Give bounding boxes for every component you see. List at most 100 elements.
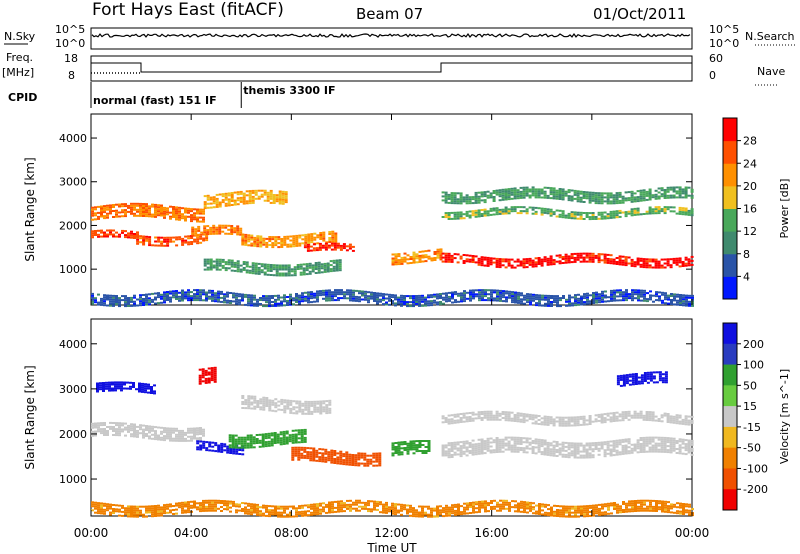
- heatmap-cell: [274, 398, 278, 401]
- heatmap-cell: [537, 257, 541, 259]
- heatmap-cell: [468, 418, 472, 420]
- heatmap-cell: [507, 448, 511, 451]
- heatmap-cell: [643, 380, 647, 382]
- heatmap-cell: [163, 216, 166, 219]
- heatmap-cell: [459, 194, 463, 197]
- heatmap-cell: [591, 195, 595, 198]
- heatmap-cell: [663, 262, 667, 265]
- heatmap-cell: [247, 234, 251, 237]
- heatmap-cell: [281, 198, 285, 201]
- heatmap-cell: [663, 266, 667, 269]
- heatmap-cell: [120, 381, 123, 384]
- heatmap-cell: [253, 238, 257, 241]
- heatmap-cell: [687, 209, 691, 212]
- heatmap-cell: [123, 383, 126, 386]
- heatmap-cell: [278, 202, 282, 205]
- heatmap-cell: [522, 437, 526, 440]
- heatmap-cell: [184, 433, 187, 436]
- heatmap-cell: [284, 191, 288, 194]
- heatmap-cell: [229, 300, 232, 302]
- heatmap-cell: [462, 420, 466, 423]
- heatmap-cell: [278, 198, 282, 201]
- heatmap-cell: [133, 435, 136, 438]
- heatmap-cell: [637, 293, 640, 296]
- heatmap-cell: [504, 260, 508, 263]
- heatmap-cell: [97, 229, 100, 232]
- heatmap-cell: [649, 298, 652, 301]
- heatmap-cell: [477, 450, 481, 453]
- heatmap-cell: [639, 437, 643, 439]
- heatmap-cell: [519, 262, 523, 265]
- heatmap-cell: [606, 257, 610, 260]
- heatmap-cell: [543, 196, 547, 199]
- heatmap-cell: [540, 213, 544, 216]
- heatmap-cell: [427, 440, 431, 442]
- heatmap-cell: [260, 189, 264, 192]
- heatmap-cell: [447, 452, 451, 455]
- heatmap-cell: [112, 233, 115, 236]
- heatmap-cell: [645, 258, 649, 261]
- heatmap-cell: [324, 246, 328, 249]
- heatmap-cell: [672, 196, 676, 199]
- heatmap-cell: [120, 383, 123, 386]
- heatmap-cell: [331, 236, 335, 239]
- heatmap-cell: [230, 231, 234, 233]
- heatmap-cell: [154, 298, 157, 301]
- heatmap-cell: [525, 260, 529, 263]
- heatmap-cell: [579, 417, 583, 420]
- heatmap-cell: [299, 271, 303, 274]
- heatmap-cell: [528, 437, 532, 440]
- heatmap-cell: [690, 214, 694, 217]
- heatmap-cell: [265, 401, 269, 403]
- heatmap-cell: [579, 256, 583, 259]
- heatmap-cell: [118, 424, 121, 427]
- heatmap-cell: [103, 217, 106, 220]
- heatmap-cell: [193, 214, 196, 217]
- heatmap-cell: [669, 451, 673, 454]
- heatmap-cell: [97, 422, 100, 425]
- heatmap-cell: [540, 196, 544, 199]
- heatmap-cell: [520, 298, 523, 301]
- heatmap-cell: [441, 195, 445, 198]
- heatmap-cell: [178, 238, 182, 241]
- heatmap-cell: [672, 415, 676, 418]
- heatmap-cell: [549, 261, 553, 264]
- heatmap-cell: [633, 412, 637, 415]
- heatmap-cell: [172, 292, 175, 295]
- heatmap-cell: [202, 291, 205, 294]
- heatmap-cell: [573, 191, 577, 194]
- heatmap-cell: [342, 245, 346, 248]
- heatmap-cell: [358, 296, 361, 299]
- heatmap-cell: [94, 232, 97, 234]
- heatmap-cell: [591, 252, 595, 255]
- heatmap-cell: [265, 405, 269, 407]
- heatmap-cell: [266, 263, 270, 266]
- heatmap-cell: [667, 294, 670, 297]
- heatmap-cell: [256, 404, 260, 406]
- heatmap-cell: [139, 505, 142, 508]
- heatmap-cell: [598, 299, 601, 302]
- heatmap-cell: [265, 397, 269, 399]
- heatmap-cell: [345, 453, 349, 456]
- heatmap-cell: [495, 263, 499, 266]
- heatmap-cell: [223, 445, 227, 448]
- heatmap-cell: [543, 417, 547, 420]
- heatmap-cell: [228, 436, 232, 439]
- heatmap-cell: [501, 194, 505, 197]
- heatmap-cell: [172, 212, 175, 214]
- heatmap-cell: [97, 211, 100, 214]
- heatmap-cell: [230, 259, 234, 262]
- heatmap-cell: [468, 196, 472, 199]
- heatmap-cell: [292, 237, 296, 240]
- heatmap-cell: [603, 215, 607, 218]
- heatmap-cell: [321, 244, 325, 247]
- heatmap-cell: [157, 208, 160, 211]
- heatmap-cell: [175, 292, 178, 294]
- heatmap-cell: [114, 381, 117, 384]
- heatmap-cell: [154, 432, 157, 435]
- heatmap-cell: [436, 293, 439, 296]
- heatmap-cell: [151, 509, 154, 512]
- heatmap-cell: [591, 456, 595, 459]
- heatmap-cell: [244, 233, 248, 236]
- heatmap-cell: [412, 303, 415, 306]
